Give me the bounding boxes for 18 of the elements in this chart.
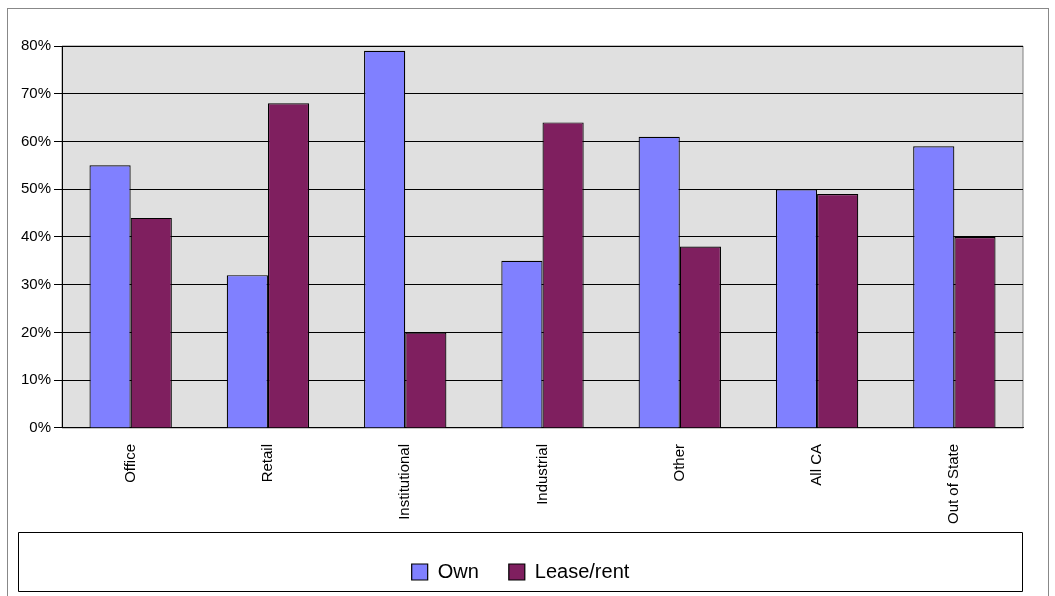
legend-label: Own: [437, 559, 479, 582]
y-tick-label: 70%: [20, 83, 52, 101]
y-tick-label: 30%: [20, 274, 52, 292]
x-tick-label: Retail: [258, 443, 276, 483]
x-tick-label: Out of State: [944, 443, 962, 524]
y-tick-label: 0%: [29, 418, 52, 436]
x-tick-label: Other: [669, 443, 687, 482]
y-tick-label: 60%: [20, 131, 52, 149]
x-tick-label: Industrial: [532, 443, 550, 505]
y-tick-label: 50%: [20, 179, 52, 197]
y-tick-label: 40%: [20, 227, 52, 245]
y-tick-label: 20%: [20, 322, 52, 340]
y-tick-label: 80%: [20, 36, 52, 54]
x-tick-label: Institutional: [395, 443, 413, 520]
x-tick-label: Office: [120, 443, 138, 483]
y-tick-label: 10%: [20, 370, 52, 388]
legend-label: Lease/rent: [534, 559, 630, 582]
x-tick-label: All CA: [807, 443, 825, 486]
